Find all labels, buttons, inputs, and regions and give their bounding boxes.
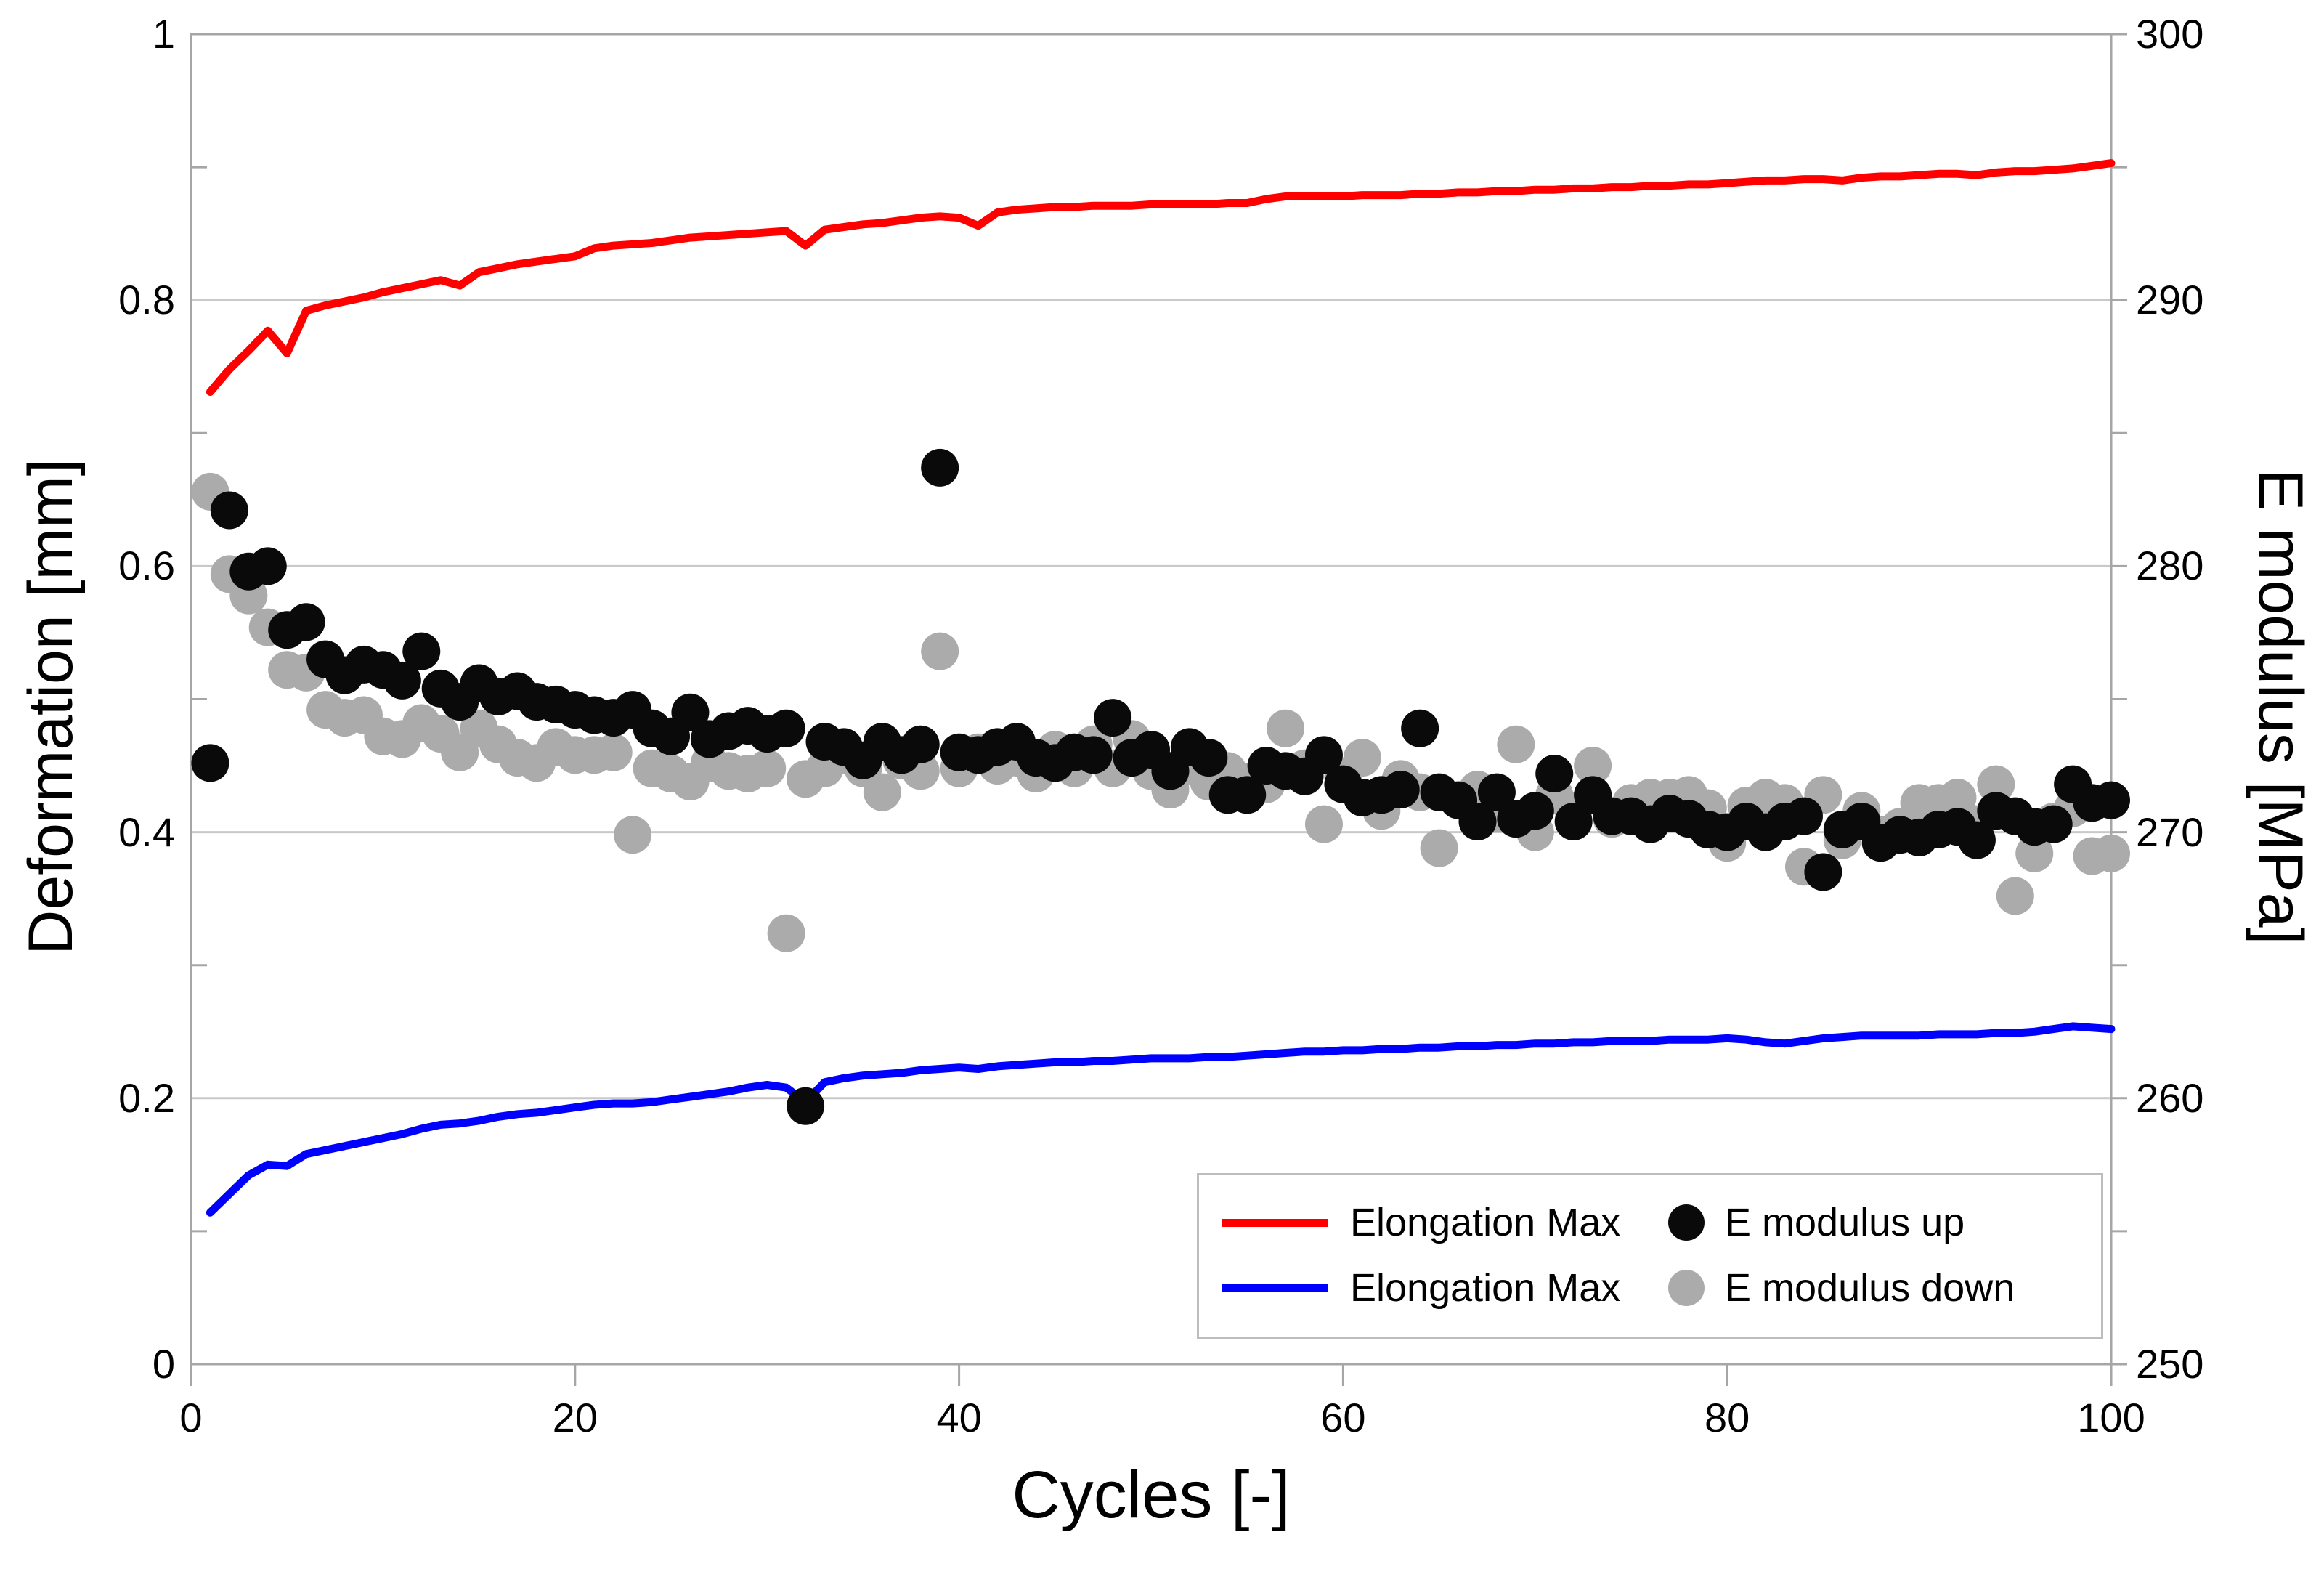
y-axis-title-right: E modulus [MPa] <box>2246 469 2315 945</box>
y-right-tick-label: 300 <box>2136 11 2204 57</box>
data-point <box>787 1087 825 1125</box>
data-point <box>1977 765 2015 803</box>
legend-label-e-modulus-up: E modulus up <box>1725 1201 1965 1244</box>
y-left-tick-label: 0 <box>152 1341 175 1387</box>
y-right-tick-label: 280 <box>2136 543 2204 589</box>
y-left-tick-label: 0.4 <box>118 808 175 855</box>
data-point <box>1228 776 1267 814</box>
data-point <box>1554 802 1593 840</box>
x-tick-label: 40 <box>936 1395 982 1440</box>
data-point <box>1420 829 1458 867</box>
data-point <box>1497 725 1535 763</box>
data-point <box>248 547 287 585</box>
data-point <box>1304 736 1343 774</box>
y-left-tick-label: 0.6 <box>118 543 175 589</box>
legend-row: Elongation Max E modulus down <box>1199 1257 2101 1319</box>
data-point <box>383 661 421 700</box>
x-tick-label: 100 <box>2077 1395 2145 1440</box>
data-point <box>1267 709 1305 747</box>
data-point <box>614 816 652 854</box>
y-axis-title-left: Deformation [mm] <box>16 458 86 955</box>
data-point <box>1516 792 1554 830</box>
y-left-tick-label: 1 <box>152 11 175 57</box>
legend-label-elongation-max-lower: Elongation Max <box>1350 1266 1621 1310</box>
data-point <box>767 709 805 747</box>
e-modulus-up-points <box>191 448 2130 1125</box>
data-point <box>1401 709 1439 747</box>
data-point <box>1535 755 1574 793</box>
data-point <box>1784 797 1823 835</box>
data-point <box>191 744 229 782</box>
data-point <box>1074 736 1113 774</box>
data-point <box>1190 739 1228 777</box>
data-point <box>1343 739 1381 777</box>
data-point <box>671 693 710 731</box>
data-point <box>210 491 248 530</box>
data-point <box>1304 805 1343 843</box>
data-point <box>901 725 940 763</box>
data-point <box>1957 821 1996 859</box>
data-point <box>767 914 805 952</box>
y-left-tick-label: 0.2 <box>118 1074 175 1121</box>
blue-line-swatch <box>1222 1284 1328 1292</box>
data-point <box>2092 834 2130 872</box>
y-right-tick-label: 290 <box>2136 277 2204 323</box>
gray-dot-swatch <box>1668 1270 1705 1306</box>
data-point <box>1381 771 1420 809</box>
x-axis-title: Cycles [-] <box>1012 1458 1291 1532</box>
data-point <box>287 603 325 641</box>
legend-row: Elongation Max E modulus up <box>1199 1191 2101 1254</box>
x-tick-label: 0 <box>179 1395 203 1440</box>
data-point <box>1574 747 1612 785</box>
data-point <box>1477 773 1516 811</box>
data-point <box>921 632 959 670</box>
data-point <box>1094 699 1132 737</box>
elongation-max-upper-line <box>206 159 2116 396</box>
data-point <box>2092 781 2130 819</box>
black-dot-swatch <box>1668 1204 1705 1241</box>
axis-ticks <box>190 33 2127 1386</box>
data-point <box>1996 877 2034 915</box>
elongation-max-lower-line <box>206 1022 2116 1217</box>
legend-label-e-modulus-down: E modulus down <box>1725 1266 2015 1310</box>
red-line-swatch <box>1222 1218 1328 1227</box>
y-left-tick-label: 0.8 <box>118 277 175 323</box>
data-point <box>863 773 901 811</box>
data-point <box>1938 778 1977 816</box>
data-point <box>594 733 633 771</box>
y-right-tick-label: 270 <box>2136 808 2204 855</box>
legend-label-elongation-max-upper: Elongation Max <box>1350 1201 1621 1244</box>
x-tick-label: 60 <box>1320 1395 1366 1440</box>
data-point <box>2034 805 2073 843</box>
data-point <box>748 749 787 787</box>
data-point <box>402 632 441 670</box>
data-point <box>2015 834 2054 872</box>
data-point <box>921 448 959 487</box>
data-point <box>1458 802 1497 840</box>
legend: Elongation Max E modulus up Elongation M… <box>1197 1173 2103 1339</box>
x-tick-label: 80 <box>1705 1395 1750 1440</box>
data-point <box>1804 853 1842 891</box>
y-right-tick-label: 250 <box>2136 1341 2204 1387</box>
y-right-tick-label: 260 <box>2136 1074 2204 1121</box>
x-tick-label: 20 <box>552 1395 598 1440</box>
